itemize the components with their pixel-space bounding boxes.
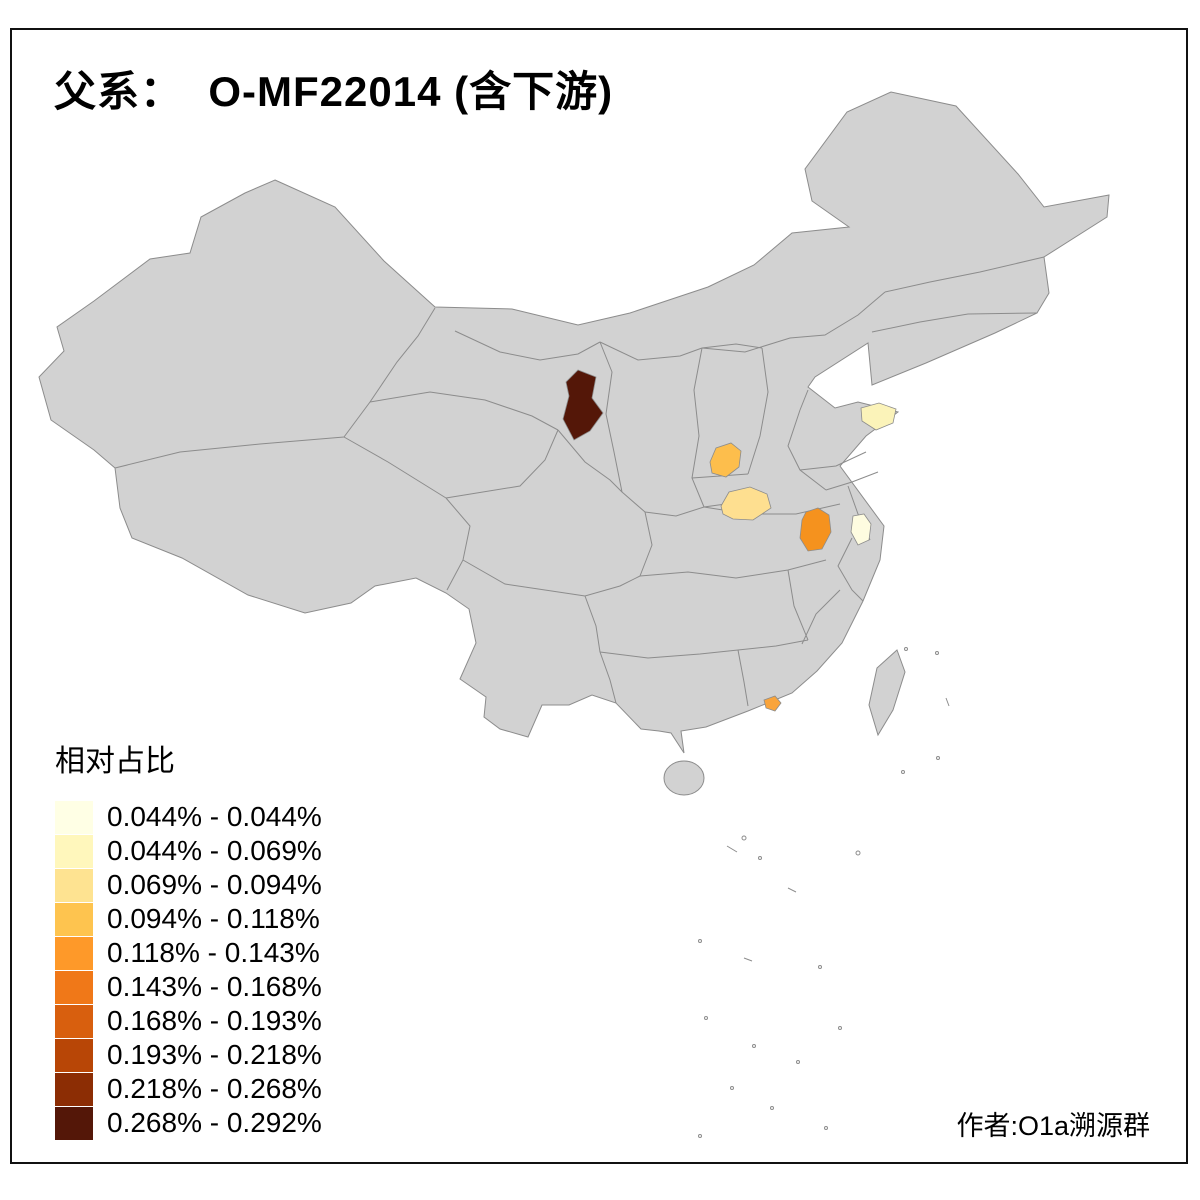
legend-item-label: 0.069% - 0.094% [107, 869, 322, 900]
legend-item-label: 0.168% - 0.193% [107, 1005, 322, 1036]
map-title: 父系： O-MF22014 (含下游) [54, 68, 614, 115]
legend-item: 0.143% - 0.168% [55, 970, 322, 1004]
legend: 相对占比 0.044% - 0.044% 0.044% - 0.069% 0.0… [55, 736, 322, 1140]
region-ningxia [562, 369, 604, 441]
page-border [10, 28, 1188, 1164]
legend-item: 0.218% - 0.268% [55, 1072, 322, 1106]
region-shaanxi-north [709, 442, 742, 478]
legend-swatch [55, 834, 93, 868]
legend-item-label: 0.218% - 0.268% [107, 1073, 322, 1104]
legend-item: 0.118% - 0.143% [55, 936, 322, 970]
legend-swatch [55, 868, 93, 902]
legend-swatch [55, 1038, 93, 1072]
region-shandong-east [860, 402, 897, 431]
legend-item-label: 0.044% - 0.044% [107, 801, 322, 832]
legend-item-label: 0.118% - 0.143% [107, 937, 320, 968]
legend-swatch [55, 1106, 93, 1140]
legend-swatch [55, 1004, 93, 1038]
legend-item-label: 0.143% - 0.168% [107, 971, 322, 1002]
legend-item-label: 0.268% - 0.292% [107, 1107, 322, 1138]
legend-item: 0.193% - 0.218% [55, 1038, 322, 1072]
legend-item: 0.044% - 0.044% [55, 800, 322, 834]
author-credit: 作者:O1a溯源群 [956, 1111, 1150, 1141]
taiwan-island-shape [868, 649, 906, 737]
province-borders [114, 256, 1045, 707]
legend-item: 0.268% - 0.292% [55, 1106, 322, 1140]
region-guangdong-coast [763, 695, 782, 712]
legend-item: 0.094% - 0.118% [55, 902, 322, 936]
region-anhui-central [850, 513, 872, 546]
legend-item: 0.168% - 0.193% [55, 1004, 322, 1038]
legend-item-label: 0.044% - 0.069% [107, 835, 322, 866]
region-hubei-north [799, 507, 832, 552]
legend-swatch [55, 970, 93, 1004]
legend-swatch [55, 936, 93, 970]
region-shaanxi-south [720, 486, 772, 521]
legend-swatch [55, 902, 93, 936]
south-china-sea-islands [698, 647, 950, 1138]
legend-item: 0.069% - 0.094% [55, 868, 322, 902]
legend-item: 0.044% - 0.069% [55, 834, 322, 868]
legend-title: 相对占比 [55, 745, 175, 778]
legend-item-label: 0.193% - 0.218% [107, 1039, 322, 1070]
legend-swatch [55, 1072, 93, 1106]
legend-item-label: 0.094% - 0.118% [107, 903, 320, 934]
hainan-island-shape [663, 760, 705, 796]
legend-swatch [55, 800, 93, 834]
